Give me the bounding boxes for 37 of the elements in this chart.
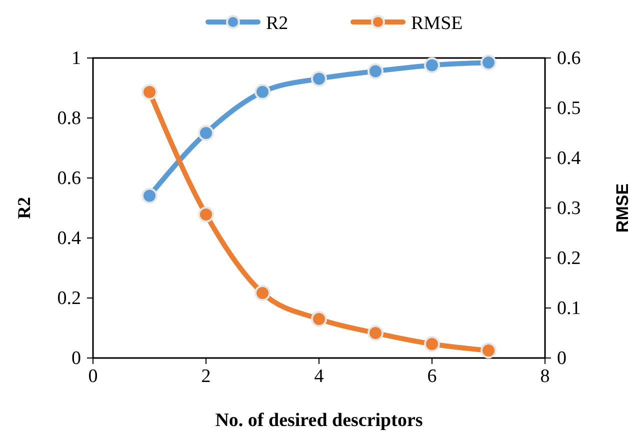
point <box>311 311 327 327</box>
x-tick-label: 0 <box>88 366 98 387</box>
point <box>480 342 496 358</box>
point <box>254 84 270 100</box>
x-tick-label: 6 <box>427 366 437 387</box>
point <box>424 57 440 74</box>
y2-axis-title: RMSE <box>613 183 632 233</box>
x-axis-title: No. of desired descriptors <box>215 410 423 431</box>
y-tick-label: 0.4 <box>57 228 82 249</box>
y-tick-label: 0 <box>72 348 81 369</box>
point <box>198 206 214 222</box>
y2-tick-label: 0.2 <box>557 248 581 269</box>
y-tick-label: 0.8 <box>57 108 81 129</box>
y-tick-label: 1 <box>72 48 81 69</box>
legend-label: R2 <box>266 13 288 34</box>
legend-label: RMSE <box>411 13 463 34</box>
x-tick-label: 4 <box>314 366 324 387</box>
y-tick-label: 0.6 <box>57 168 81 189</box>
y2-tick-label: 0.1 <box>557 298 581 319</box>
point <box>368 325 384 341</box>
point <box>424 336 440 352</box>
x-tick-label: 8 <box>540 366 550 387</box>
y2-tick-label: 0.5 <box>557 98 581 119</box>
point <box>480 54 496 70</box>
y2-tick-label: 0 <box>557 348 566 369</box>
point <box>368 63 384 80</box>
point <box>311 70 327 87</box>
point <box>198 125 214 141</box>
y2-tick-label: 0.3 <box>557 198 581 219</box>
y2-tick-label: 0.4 <box>557 148 582 169</box>
y2-tick-label: 0.6 <box>557 48 581 69</box>
point <box>142 84 158 100</box>
point <box>142 188 158 204</box>
x-tick-label: 2 <box>201 366 211 387</box>
point <box>254 285 270 301</box>
y-tick-label: 0.2 <box>57 288 81 309</box>
y-axis-title: R2 <box>14 197 34 219</box>
